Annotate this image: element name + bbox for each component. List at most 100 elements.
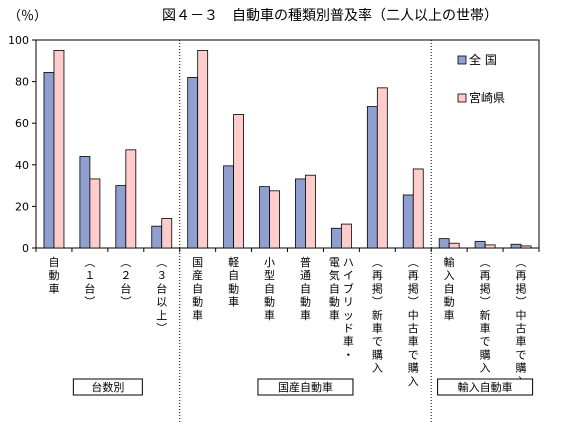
x-tick-char: ︶ (408, 296, 419, 309)
x-tick-char: １ (84, 269, 95, 282)
x-tick-char: 自 (192, 282, 203, 295)
x-tick-char: ッ (343, 309, 354, 322)
x-tick-char: 普 (300, 255, 311, 269)
x-tick-char: リ (343, 296, 354, 309)
x-tick-char: 車 (228, 295, 239, 309)
bar-national (115, 185, 127, 249)
x-tick-label: 国産自動車 (192, 256, 203, 322)
x-tick-char: 購 (516, 361, 527, 375)
group-labels: 台数別 国産自動車 輸入自動車 (72, 378, 534, 396)
x-tick-char: で (372, 335, 383, 348)
x-tick-char: 入 (480, 362, 491, 375)
x-tick-char: 車 (516, 334, 527, 348)
x-tick-char: ︵ (120, 256, 131, 269)
x-tick-label: 輸入自動車 (444, 255, 455, 322)
x-tick-char: 上 (156, 309, 167, 322)
x-tick-char: 購 (480, 347, 491, 361)
x-tick-char: 動 (329, 295, 340, 309)
bar-miyazaki (89, 178, 101, 249)
x-tick-char: 掲 (372, 281, 383, 295)
group-label: 国産自動車 (257, 378, 354, 396)
x-tick-char: 再 (408, 269, 419, 282)
x-tick-char: 新 (480, 308, 491, 322)
x-tick-char: ︶ (516, 296, 527, 309)
y-tick-label: 80 (15, 76, 29, 89)
x-tick-char: 動 (444, 295, 455, 309)
x-tick-char: 気 (329, 268, 340, 282)
bar-national (474, 240, 486, 249)
bar-miyazaki (269, 190, 280, 249)
y-tick-label: 20 (15, 200, 29, 213)
x-tick-char: イ (343, 269, 354, 282)
x-tick-char: 車 (408, 334, 419, 348)
x-tick-char: 購 (372, 347, 383, 361)
x-tick-char: 自 (300, 282, 311, 295)
x-tick-char: ︵ (516, 256, 527, 269)
y-tick-label: 60 (15, 117, 29, 130)
x-tick-char: 入 (408, 375, 419, 388)
group-label-text: 台数別 (91, 380, 124, 394)
x-tick-char: ︵ (156, 256, 167, 269)
bar-national (79, 156, 91, 249)
x-tick-char: 掲 (480, 281, 491, 295)
y-tick-label: 40 (15, 159, 29, 172)
x-tick-char: 輸 (444, 255, 455, 269)
x-tick-char: 動 (228, 281, 239, 295)
x-tick-char: ︶ (480, 296, 491, 309)
x-tick-char: ２ (120, 269, 131, 282)
x-tick-char: 古 (408, 322, 419, 335)
x-tick-char: 再 (372, 269, 383, 282)
x-tick-char: 通 (300, 269, 311, 282)
x-tick-char: ︵ (408, 256, 419, 269)
y-axis-label: （％） (8, 9, 47, 24)
bars (43, 50, 532, 249)
x-tick-char: 台 (120, 281, 131, 295)
bar-miyazaki (484, 244, 496, 249)
y-tick-label: 0 (22, 242, 29, 255)
group-label: 輸入自動車 (437, 378, 534, 396)
x-tick-char: 車 (264, 308, 275, 322)
group-label-box (437, 378, 534, 396)
bar-national (151, 225, 163, 249)
bar-miyazaki (376, 87, 388, 249)
legend-swatch (457, 55, 467, 65)
x-tick-char: ︶ (120, 296, 131, 309)
bar-miyazaki (125, 149, 137, 249)
x-tick-char: 自 (329, 282, 340, 295)
group-label-box (257, 378, 354, 396)
group-label-box (72, 378, 143, 396)
x-tick-label: ︵２台︶ (120, 256, 131, 309)
x-tick-char: 車 (48, 281, 59, 295)
bar-national (510, 243, 522, 249)
x-tick-char: で (408, 348, 419, 361)
x-tick-char: ︶ (372, 296, 383, 309)
x-tick-char: 小 (264, 256, 275, 269)
x-tick-char: ︵ (372, 256, 383, 269)
x-tick-char: 車 (192, 308, 203, 322)
bar-miyazaki (340, 223, 352, 249)
bar-miyazaki (233, 114, 245, 249)
x-tick-labels: 自動車︵１台︶︵２台︶︵３台以上︶国産自動車軽自動車小型自動車普通自動車ハイブリ… (48, 255, 526, 388)
x-tick-char: 車 (343, 334, 354, 348)
x-tick-char: 台 (156, 281, 167, 295)
bar-national (223, 165, 235, 249)
x-tick-label: ︵１台︶ (84, 256, 95, 309)
x-tick-char: 産 (192, 269, 203, 282)
x-tick-char: 動 (264, 295, 275, 309)
x-tick-char: ハ (343, 256, 354, 269)
x-tick-char: ︶ (156, 322, 167, 335)
x-tick-char: 自 (264, 282, 275, 295)
x-tick-char: 中 (408, 309, 419, 322)
x-tick-char: ブ (343, 281, 354, 295)
x-tick-char: 入 (372, 362, 383, 375)
axes: 0 20 40 60 80 100 (8, 34, 540, 424)
group-label: 台数別 (72, 378, 143, 396)
x-tick-char: 掲 (408, 281, 419, 295)
bar-national (295, 178, 306, 249)
